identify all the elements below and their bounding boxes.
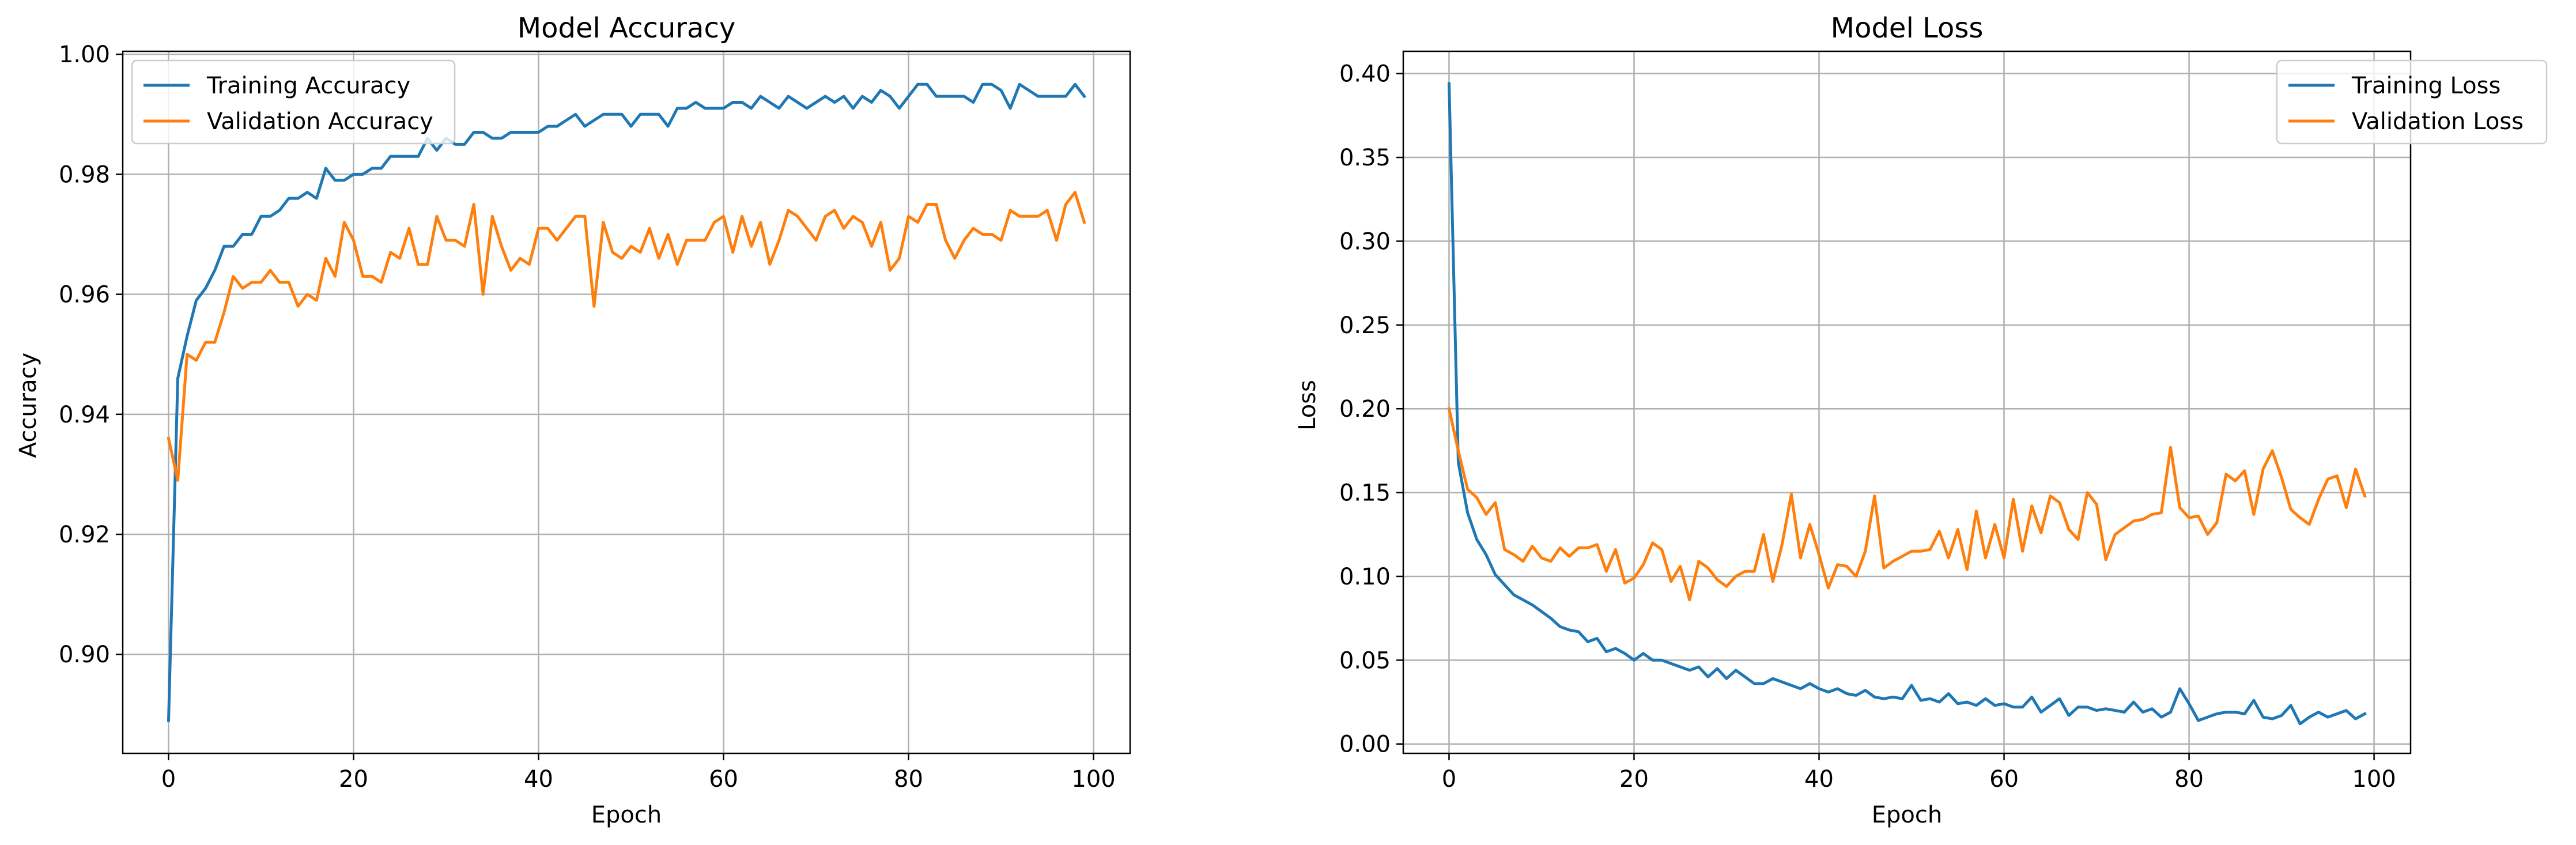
loss-chart: Model Loss Epoch Loss 0 20 40 60 80 100 0.00 0.… — [1294, 12, 2548, 828]
loss-y-tick-label: 0.40 — [1339, 61, 1391, 88]
accuracy-y-tick-label: 0.90 — [59, 642, 110, 668]
loss-x-tick-label: 100 — [2352, 766, 2396, 793]
accuracy-axis-ticks: 0 20 40 60 80 100 0.90 0.92 0.94 0.96 0.98 1.00 — [59, 42, 1116, 793]
accuracy-chart-title: Model Accuracy — [518, 12, 736, 44]
accuracy-y-tick-label: 1.00 — [59, 42, 110, 68]
loss-legend: Training Loss Validation Loss — [2276, 59, 2548, 145]
loss-y-tick-label: 0.05 — [1339, 647, 1391, 674]
accuracy-y-tick-label: 0.92 — [59, 522, 110, 548]
accuracy-series-line-validation — [167, 191, 1086, 482]
loss-x-tick-label: 0 — [1442, 766, 1456, 793]
loss-y-tick-label: 0.25 — [1339, 312, 1391, 339]
legend-label-validation-loss: Validation Loss — [2352, 108, 2524, 135]
legend-label-training-accuracy: Training Accuracy — [206, 73, 410, 99]
loss-y-tick-label: 0.30 — [1339, 228, 1391, 255]
loss-y-tick-label: 0.15 — [1339, 480, 1391, 507]
loss-plot-frame — [1402, 50, 2412, 755]
accuracy-series-line-training — [167, 82, 1087, 722]
loss-series-lines — [1447, 82, 2367, 726]
accuracy-y-tick-label: 0.96 — [59, 282, 110, 308]
loss-axis-ticks: 0 20 40 60 80 100 0.00 0.05 0.10 0.15 0.20 0.25 0.30… — [1339, 61, 2396, 793]
accuracy-y-tick-label: 0.98 — [59, 161, 110, 188]
loss-legend-box — [2276, 59, 2548, 145]
loss-x-tick-label: 20 — [1619, 766, 1649, 793]
loss-x-tick-label: 60 — [1989, 766, 2019, 793]
accuracy-x-tick-label: 40 — [524, 766, 553, 793]
loss-series-line-training — [1447, 82, 2367, 726]
accuracy-x-tick-label: 80 — [894, 766, 923, 793]
accuracy-gridlines — [123, 51, 1130, 753]
accuracy-x-tick-label: 0 — [161, 766, 176, 793]
loss-series-line-validation — [1447, 407, 2367, 602]
loss-y-tick-label: 0.35 — [1339, 145, 1391, 171]
loss-x-tick-label: 80 — [2174, 766, 2204, 793]
loss-y-tick-label: 0.20 — [1339, 396, 1391, 423]
accuracy-legend: Training Accuracy Validation Accuracy — [131, 59, 456, 145]
legend-label-training-loss: Training Loss — [2351, 73, 2501, 99]
loss-x-tick-label: 40 — [1804, 766, 1834, 793]
loss-chart-title: Model Loss — [1831, 12, 1984, 44]
accuracy-x-tick-label: 20 — [339, 766, 368, 793]
loss-y-axis-label: Loss — [1294, 380, 1321, 431]
accuracy-y-tick-label: 0.94 — [59, 402, 110, 428]
accuracy-x-tick-label: 100 — [1071, 766, 1115, 793]
legend-label-validation-accuracy: Validation Accuracy — [207, 108, 433, 135]
loss-y-tick-label: 0.00 — [1339, 731, 1391, 758]
accuracy-legend-box — [131, 59, 456, 145]
loss-y-tick-label: 0.10 — [1339, 564, 1391, 590]
loss-gridlines — [1403, 51, 2411, 753]
accuracy-plot-frame — [122, 50, 1131, 755]
accuracy-chart: Model Accuracy Epoch Accuracy 0 20 40 60 80 1… — [15, 12, 1131, 828]
accuracy-series-lines — [167, 82, 1087, 722]
loss-x-axis-label: Epoch — [1872, 802, 1942, 828]
accuracy-y-axis-label: Accuracy — [15, 353, 41, 458]
accuracy-x-tick-label: 60 — [709, 766, 738, 793]
accuracy-x-axis-label: Epoch — [591, 802, 662, 828]
